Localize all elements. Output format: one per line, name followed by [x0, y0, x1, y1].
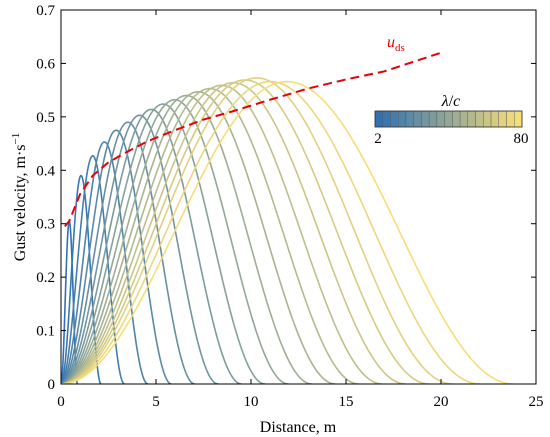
y-tick-label: 0.7	[36, 3, 55, 19]
y-axis-label: Gust velocity, m·s−1	[10, 133, 29, 261]
gust-curve	[61, 141, 149, 384]
colorbar: λ/c 2 80	[374, 93, 528, 147]
y-axis-label-superscript: −1	[10, 133, 22, 145]
gust-curves	[61, 77, 514, 384]
gust-curve	[61, 121, 195, 384]
colorbar-frame	[374, 110, 523, 128]
colorbar-title-slash: /	[449, 93, 454, 110]
colorbar-cell	[390, 110, 399, 128]
colorbar-title-denominator: c	[453, 93, 460, 110]
gust-curve	[61, 108, 242, 384]
colorbar-cell	[459, 110, 469, 128]
colorbar-cell	[483, 110, 492, 128]
y-tick-label: 0.5	[36, 110, 55, 126]
gust-curve	[61, 114, 219, 384]
axis-ticks	[60, 9, 537, 385]
colorbar-cell	[475, 110, 484, 128]
colorbar-cell	[413, 110, 422, 128]
gust-curve	[61, 129, 172, 384]
gust-curve	[61, 80, 480, 384]
gust-curve	[61, 80, 514, 384]
y-tick-label: 0.2	[36, 270, 55, 286]
y-tick-label: 0	[48, 377, 56, 393]
y-tick-label: 0.1	[36, 324, 55, 340]
colorbar-cell	[428, 110, 438, 128]
x-axis-label: Distance, m	[260, 419, 337, 436]
x-tick-label: 20	[434, 394, 449, 410]
colorbar-cell	[382, 110, 391, 128]
gust-curve	[61, 77, 453, 384]
colorbar-title: λ/c	[441, 93, 461, 110]
colorbar-cells	[374, 110, 523, 128]
colorbar-cell	[452, 110, 461, 128]
gust-curve	[61, 98, 289, 384]
gust-curve	[61, 174, 102, 384]
colorbar-cell	[374, 110, 383, 128]
colorbar-cell	[398, 110, 407, 128]
colorbar-max-label: 80	[514, 131, 529, 147]
colorbar-cell	[498, 110, 507, 128]
gust-curve	[61, 94, 312, 384]
colorbar-cell	[405, 110, 414, 128]
x-tick-label: 0	[57, 394, 65, 410]
gust-curve	[61, 103, 266, 384]
x-tick-label: 25	[529, 394, 544, 410]
envelope-label: uds	[387, 34, 405, 54]
plot-area	[61, 10, 536, 384]
x-tick-label: 10	[244, 394, 259, 410]
colorbar-cell	[490, 110, 499, 128]
plot-frame	[60, 9, 537, 385]
colorbar-cell	[421, 110, 430, 128]
envelope-line	[64, 51, 442, 228]
x-tick-labels: 0 5 10 15 20 25	[57, 394, 543, 410]
y-tick-label: 0.6	[36, 56, 55, 72]
colorbar-cell	[436, 110, 445, 128]
colorbar-cell	[444, 110, 453, 128]
colorbar-cell	[506, 110, 515, 128]
colorbar-cell	[514, 110, 523, 128]
envelope-label-name: u	[387, 34, 395, 51]
colorbar-title-numerator: λ	[441, 93, 449, 110]
y-tick-label: 0.4	[36, 163, 55, 179]
envelope-label-subscript: ds	[395, 42, 405, 54]
y-tick-labels: 0 0.1 0.2 0.3 0.4 0.5 0.6 0.7	[36, 3, 55, 393]
y-axis-label-text: Gust velocity, m·s	[12, 144, 29, 261]
gust-curve	[61, 90, 336, 384]
x-tick-label: 15	[339, 394, 354, 410]
colorbar-cell	[467, 110, 476, 128]
y-tick-label: 0.3	[36, 217, 55, 233]
colorbar-min-label: 2	[374, 131, 382, 147]
x-tick-label: 5	[152, 394, 160, 410]
